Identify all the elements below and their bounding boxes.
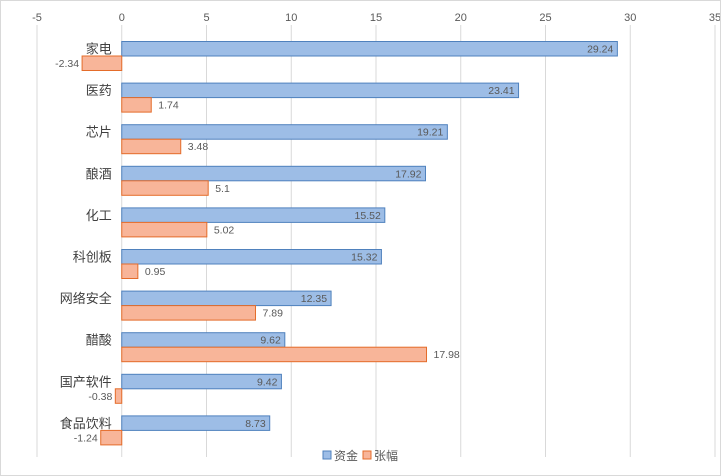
data-label-series-2: -0.38 xyxy=(88,391,112,403)
x-tick-label: 20 xyxy=(455,12,467,24)
x-tick-label: 10 xyxy=(285,12,297,24)
legend-swatch-series-1 xyxy=(322,450,332,460)
data-label-series-2: -1.24 xyxy=(74,432,98,444)
legend-swatch-series-2 xyxy=(362,450,372,460)
x-tick-label: 5 xyxy=(203,12,209,24)
bar-series-1 xyxy=(121,41,618,57)
data-labels: 29.24 -2.34 23.41 1.74 19.21 3.48 17.92 5.1 15.5… xyxy=(55,44,613,445)
bar-series-2 xyxy=(121,180,209,196)
category-label: 食品饮料 xyxy=(60,416,112,431)
x-tick-label: 15 xyxy=(370,12,382,24)
data-label-series-1: 9.42 xyxy=(257,376,278,388)
bars xyxy=(81,41,618,446)
category-label: 医药 xyxy=(86,83,112,98)
category-label: 芯片 xyxy=(86,125,112,140)
category-label: 网络安全 xyxy=(60,291,112,306)
bar-series-1 xyxy=(121,165,426,182)
data-label-series-2: 7.89 xyxy=(262,308,283,320)
category-label: 酿酒 xyxy=(86,166,112,181)
category-label: 家电 xyxy=(86,42,112,57)
bar-series-2 xyxy=(114,388,123,404)
x-tick-label: 25 xyxy=(539,12,551,24)
data-label-series-1: 15.32 xyxy=(351,252,377,264)
bar-series-1 xyxy=(121,82,520,99)
category-label: 化工 xyxy=(86,208,112,223)
bar-series-2 xyxy=(81,55,123,71)
bar-series-1 xyxy=(121,249,382,265)
legend-label-series-2: 张幅 xyxy=(374,448,398,463)
data-label-series-2: -2.34 xyxy=(55,58,79,70)
bar-series-2 xyxy=(121,138,182,155)
data-label-series-2: 5.1 xyxy=(215,183,230,195)
category-label: 国产软件 xyxy=(60,374,112,389)
bar-series-2 xyxy=(121,305,256,321)
x-axis-ticks: -5 0 5 10 15 20 25 30 35 xyxy=(32,12,720,24)
x-tick-label: 35 xyxy=(709,12,720,24)
bar-series-1 xyxy=(121,373,282,390)
bar-series-1 xyxy=(121,290,332,307)
data-label-series-1: 8.73 xyxy=(245,418,266,430)
x-tick-label: 0 xyxy=(119,12,125,24)
data-label-series-2: 1.74 xyxy=(158,100,179,112)
data-label-series-1: 15.52 xyxy=(355,210,381,222)
data-label-series-1: 12.35 xyxy=(301,293,327,305)
bar-series-1 xyxy=(121,207,386,223)
x-tick-label: 30 xyxy=(624,12,636,24)
data-label-series-2: 5.02 xyxy=(214,224,235,236)
x-tick-label: -5 xyxy=(32,12,42,24)
bar-series-2 xyxy=(121,346,428,363)
bar-series-2 xyxy=(121,97,152,113)
category-label: 醋酸 xyxy=(86,333,112,348)
bar-series-2 xyxy=(121,263,139,279)
legend: 资金 张幅 xyxy=(322,448,398,463)
data-label-series-1: 23.41 xyxy=(488,85,514,97)
bar-series-1 xyxy=(121,415,271,431)
data-label-series-2: 0.95 xyxy=(145,266,166,278)
data-label-series-2: 17.98 xyxy=(434,349,460,361)
category-label: 科创板 xyxy=(73,250,112,265)
bar-series-1 xyxy=(121,124,448,140)
data-label-series-2: 3.48 xyxy=(188,141,209,153)
bar-series-2 xyxy=(121,221,208,238)
legend-label-series-1: 资金 xyxy=(334,448,358,463)
data-label-series-1: 17.92 xyxy=(395,168,421,180)
data-label-series-1: 9.62 xyxy=(260,335,281,347)
bar-series-2 xyxy=(100,429,123,446)
data-label-series-1: 29.24 xyxy=(587,44,613,56)
data-label-series-1: 19.21 xyxy=(417,127,443,139)
